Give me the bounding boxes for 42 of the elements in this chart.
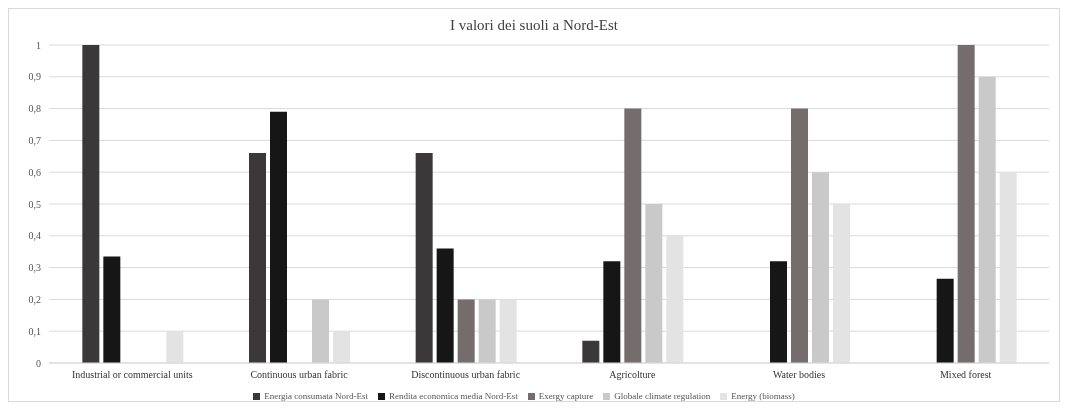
bar — [270, 111, 287, 363]
bar — [249, 153, 266, 363]
bar — [312, 299, 329, 363]
bar — [436, 248, 454, 363]
y-tick-label: 0,3 — [28, 262, 41, 274]
legend-label: Energia consumata Nord-Est — [264, 391, 368, 401]
bar — [582, 340, 600, 363]
y-tick-label: 0 — [36, 357, 41, 369]
legend-label: Globale climate regulation — [614, 391, 711, 401]
x-tick-label: Water bodies — [772, 369, 826, 381]
bar — [603, 261, 621, 363]
bar — [770, 261, 787, 363]
y-tick-label: 0,1 — [28, 325, 41, 337]
y-tick-label: 0,7 — [28, 134, 41, 146]
y-tick-label: 0,5 — [28, 198, 41, 210]
bar — [957, 45, 975, 363]
chart-title: I valori dei suoli a Nord-Est — [449, 16, 619, 35]
bar — [645, 204, 663, 363]
legend-label: Rendita economica media Nord-Est — [388, 391, 518, 401]
y-tick-label: 1 — [36, 39, 41, 51]
y-tick-label: 0,8 — [28, 103, 41, 115]
bar — [415, 153, 433, 363]
bar — [478, 299, 496, 363]
x-tick-label: Mixed forest — [939, 369, 992, 381]
bar — [791, 108, 808, 363]
x-tick-label: Agricolture — [609, 369, 656, 381]
y-tick-label: 0,6 — [28, 166, 41, 178]
legend-label: Energy (biomass) — [731, 391, 795, 401]
legend-label: Exergy capture — [538, 391, 594, 401]
bar — [812, 172, 829, 363]
y-tick-label: 0,2 — [28, 293, 41, 305]
y-tick-label: 0,9 — [28, 71, 41, 83]
bar — [936, 278, 954, 363]
x-tick-label: Discontinuous urban fabric — [411, 369, 521, 381]
bar — [82, 45, 100, 363]
bar — [978, 76, 996, 363]
bar — [457, 299, 475, 363]
x-tick-label: Continuous urban fabric — [250, 369, 349, 381]
bar — [624, 108, 642, 363]
y-tick-label: 0,4 — [28, 230, 41, 242]
x-tick-label: Industrial or commercial units — [71, 369, 193, 381]
bar — [103, 256, 121, 363]
